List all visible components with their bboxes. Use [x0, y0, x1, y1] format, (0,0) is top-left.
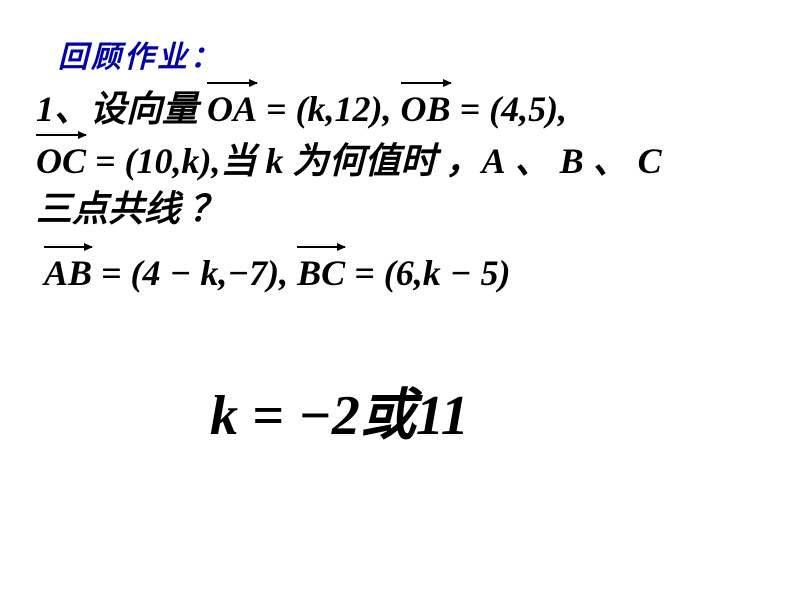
problem-line: AB = (4 − k,−7), BC = (6,k − 5)	[44, 252, 511, 294]
review-heading: 回顾作业：	[58, 32, 223, 76]
answer-line: k = −2或11	[210, 370, 469, 451]
problem-line: OC = (10,k),当 k 为何值时 ，A 、 B 、 C	[36, 132, 662, 184]
problem-line: 1、设向量 OA = (k,12), OB = (4,5),	[36, 80, 567, 132]
slide: { "heading": { "text": "回顾作业：", "color":…	[0, 0, 800, 600]
problem-line: 三点共线 ？	[36, 180, 225, 232]
